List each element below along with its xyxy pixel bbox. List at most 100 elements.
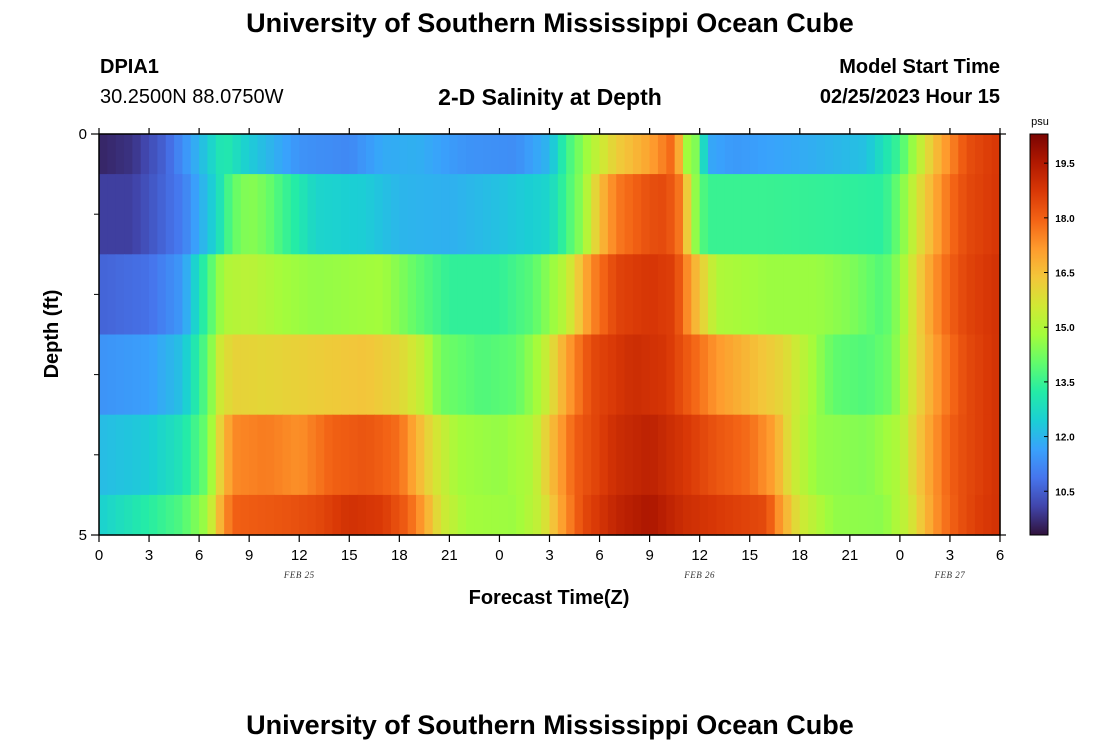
heatmap-cell — [541, 254, 551, 336]
heatmap-cell — [607, 134, 617, 175]
heatmap-cell — [174, 414, 184, 496]
heatmap-cell — [682, 494, 692, 536]
heatmap-cell — [607, 334, 617, 416]
heatmap-cell — [224, 254, 234, 336]
heatmap-cell — [449, 134, 459, 175]
heatmap-cell — [641, 334, 651, 416]
heatmap-cell — [324, 174, 334, 255]
heatmap-cell — [891, 174, 901, 255]
heatmap-cell — [315, 254, 325, 336]
heatmap-cell — [140, 134, 150, 175]
heatmap-cell — [733, 334, 742, 416]
heatmap-cell — [340, 414, 350, 496]
heatmap-cell — [357, 414, 367, 496]
heatmap-cell — [299, 134, 309, 175]
colorbar-tick-label: 18.0 — [1055, 214, 1075, 225]
heatmap-cell — [265, 414, 275, 496]
heatmap-cell — [674, 174, 684, 255]
heatmap-cell — [799, 254, 809, 336]
heatmap-cell — [858, 174, 868, 255]
heatmap-cell — [549, 174, 559, 255]
heatmap-cell — [107, 414, 117, 496]
heatmap-cell — [657, 334, 667, 416]
heatmap-cell — [332, 254, 342, 336]
heatmap-cell — [949, 414, 959, 496]
heatmap-cell — [441, 174, 450, 255]
heatmap-cell — [849, 334, 859, 416]
heatmap-cell — [958, 334, 968, 416]
heatmap-cell — [741, 174, 751, 255]
heatmap-cell — [140, 254, 150, 336]
heatmap-cell — [474, 414, 484, 496]
heatmap-cell — [215, 254, 225, 336]
heatmap-cell — [340, 494, 350, 536]
x-tick-label: 15 — [741, 547, 758, 564]
heatmap-cell — [240, 334, 250, 416]
x-day-label: FEB 25 — [283, 570, 315, 580]
heatmap-cell — [107, 174, 117, 255]
heatmap-cell — [399, 334, 409, 416]
heatmap-cell — [432, 494, 442, 536]
heatmap-cell — [574, 134, 584, 175]
heatmap-cell — [666, 174, 676, 255]
heatmap-cell — [858, 134, 868, 175]
heatmap-cell — [516, 494, 526, 536]
heatmap-cell — [849, 174, 859, 255]
heatmap-cell — [507, 174, 517, 255]
heatmap-cell — [499, 494, 509, 536]
heatmap-cell — [557, 414, 567, 496]
heatmap-cell — [107, 334, 117, 416]
heatmap-cell — [182, 494, 192, 536]
heatmap-cell — [582, 254, 592, 336]
heatmap-cell — [833, 134, 843, 175]
heatmap-cell — [682, 254, 692, 336]
heatmap-cell — [149, 134, 158, 175]
heatmap-cell — [582, 494, 592, 536]
heatmap-cell — [541, 174, 551, 255]
heatmap-cell — [282, 174, 292, 255]
heatmap-cell — [774, 414, 784, 496]
heatmap-cell — [674, 414, 684, 496]
heatmap-cell — [616, 134, 626, 175]
heatmap-cell — [949, 134, 959, 175]
heatmap-cell — [708, 134, 717, 175]
heatmap-cell — [190, 174, 200, 255]
heatmap-cell — [157, 134, 167, 175]
heatmap-cell — [649, 174, 659, 255]
heatmap-cell — [733, 254, 742, 336]
heatmap-cell — [157, 414, 167, 496]
heatmap-cell — [566, 134, 576, 175]
heatmap-cell — [140, 334, 150, 416]
heatmap-cell — [357, 134, 367, 175]
x-axis-title: Forecast Time(Z) — [469, 587, 630, 609]
heatmap-cell — [849, 414, 859, 496]
heatmap-cell — [933, 134, 943, 175]
heatmap-cell — [841, 174, 851, 255]
heatmap-cell — [616, 334, 626, 416]
heatmap-cell — [382, 494, 392, 536]
heatmap-cell — [374, 334, 384, 416]
heatmap-cell — [799, 494, 809, 536]
heatmap-cell — [474, 134, 484, 175]
heatmap-cell — [199, 134, 209, 175]
heatmap-cell — [624, 134, 634, 175]
heatmap-cell — [307, 134, 317, 175]
heatmap-cells — [99, 134, 1001, 536]
heatmap-cell — [190, 134, 200, 175]
heatmap-cell — [424, 494, 434, 536]
heatmap-cell — [449, 414, 459, 496]
heatmap-cell — [507, 414, 517, 496]
heatmap-cell — [991, 494, 1001, 536]
heatmap-cell — [657, 414, 667, 496]
heatmap-cell — [524, 494, 534, 536]
x-tick-label: 6 — [996, 547, 1004, 564]
heatmap-cell — [357, 254, 367, 336]
heatmap-cell — [274, 414, 284, 496]
heatmap-cell — [232, 254, 242, 336]
heatmap-cell — [416, 174, 425, 255]
heatmap-cell — [516, 254, 526, 336]
heatmap-cell — [174, 254, 184, 336]
heatmap-cell — [165, 174, 175, 255]
heatmap-cell — [249, 414, 259, 496]
heatmap-cell — [165, 334, 175, 416]
